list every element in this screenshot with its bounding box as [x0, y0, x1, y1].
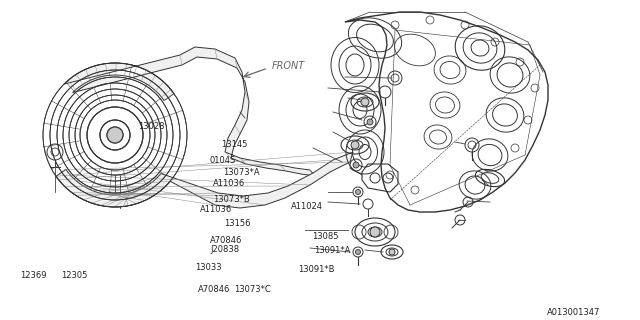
Text: J20838: J20838 — [210, 245, 239, 254]
Text: A70846: A70846 — [198, 285, 231, 294]
Polygon shape — [56, 152, 353, 208]
Circle shape — [370, 227, 380, 237]
Text: 13085: 13085 — [312, 232, 339, 241]
Text: 13145: 13145 — [221, 140, 247, 149]
Circle shape — [361, 98, 369, 106]
Text: 13033: 13033 — [195, 263, 222, 272]
Circle shape — [367, 119, 373, 125]
Text: 13028: 13028 — [138, 122, 164, 131]
Text: A11036: A11036 — [213, 179, 245, 188]
Text: 12305: 12305 — [61, 271, 87, 280]
Circle shape — [353, 162, 359, 168]
Text: 12369: 12369 — [20, 271, 47, 280]
Circle shape — [351, 141, 359, 149]
Circle shape — [107, 127, 123, 143]
Circle shape — [107, 127, 123, 143]
Text: 13073*C: 13073*C — [234, 285, 270, 294]
Text: 13156: 13156 — [224, 220, 250, 228]
Text: 13091*B: 13091*B — [298, 265, 334, 274]
Text: 13073*B: 13073*B — [213, 195, 250, 204]
Circle shape — [355, 250, 360, 254]
Text: 13073*A: 13073*A — [223, 168, 259, 177]
Text: A70846: A70846 — [210, 236, 243, 245]
Circle shape — [355, 189, 360, 195]
Polygon shape — [64, 47, 315, 176]
Text: A11036: A11036 — [200, 205, 232, 214]
Circle shape — [389, 249, 395, 255]
Text: 13091*A: 13091*A — [314, 246, 350, 255]
Text: A11024: A11024 — [291, 202, 323, 211]
Text: FRONT: FRONT — [272, 61, 305, 71]
Text: A013001347: A013001347 — [547, 308, 600, 317]
Text: 0104S: 0104S — [210, 156, 236, 165]
